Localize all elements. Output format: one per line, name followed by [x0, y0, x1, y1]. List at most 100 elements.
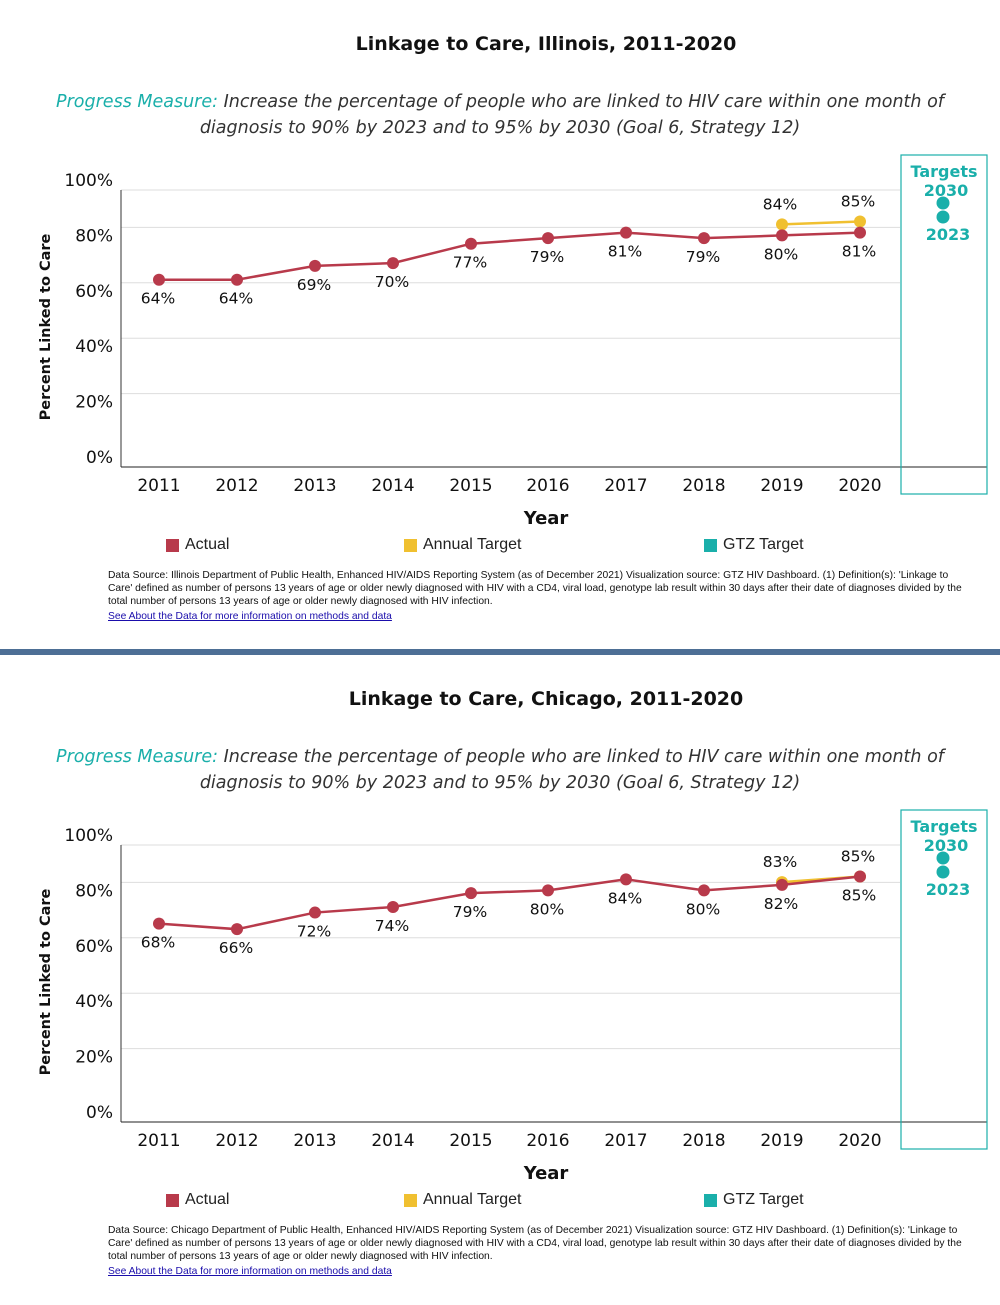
actual-data-label: 70%: [375, 273, 409, 291]
legend-label-gtz-target: GTZ Target: [723, 1191, 804, 1208]
target-label-2023: 2023: [926, 880, 971, 899]
linkage-chart-chicago: 0% 20% 40% 60% 80% 100% 2011 2012 2013 2014 2015 20…: [38, 809, 988, 1184]
actual-data-label: 82%: [764, 895, 798, 913]
target-label-2023: 2023: [926, 225, 971, 244]
target-label-2030: 2030: [924, 836, 969, 855]
actual-point: [854, 226, 866, 239]
actual-point: [387, 901, 399, 914]
legend-item-gtz-target: GTZ Target: [704, 536, 804, 554]
legend: Actual Annual Target GTZ Target: [0, 536, 1000, 558]
actual-point: [698, 232, 710, 245]
about-data-link[interactable]: See About the Data for more information …: [108, 611, 392, 622]
actual-data-label: 80%: [764, 245, 798, 263]
x-tick-label: 2017: [604, 476, 647, 496]
y-tick-label: 0%: [86, 1103, 113, 1123]
about-data-link[interactable]: See About the Data for more information …: [108, 1266, 392, 1277]
y-tick-label: 80%: [75, 881, 113, 901]
progress-measure-text: Increase the percentage of people who ar…: [199, 747, 944, 793]
legend-label-annual-target: Annual Target: [423, 1191, 522, 1208]
target-marker-2030: [936, 196, 950, 210]
y-axis-title: Percent Linked to Care: [38, 888, 54, 1075]
illinois-panel: Linkage to Care, Illinois, 2011-2020 Pro…: [0, 0, 1000, 650]
actual-line: [158, 875, 861, 931]
y-tick-label: 0%: [86, 448, 113, 468]
legend-swatch-annual-target: [404, 538, 417, 552]
targets-box: [900, 154, 988, 495]
actual-data-label: 81%: [842, 243, 876, 261]
targets-header: Targets: [910, 817, 977, 836]
actual-point: [465, 237, 477, 250]
actual-data-label: 74%: [375, 917, 409, 935]
legend: Actual Annual Target GTZ Target: [0, 1191, 1000, 1213]
legend-item-annual-target: Annual Target: [404, 1191, 521, 1209]
target-marker-2030: [936, 851, 950, 865]
actual-point: [387, 257, 399, 270]
actual-data-label: 77%: [453, 254, 487, 272]
chart-title: Linkage to Care, Illinois, 2011-2020: [355, 33, 737, 55]
actual-point: [231, 923, 243, 936]
progress-measure-text: Increase the percentage of people who ar…: [199, 92, 944, 138]
y-tick-label: 60%: [75, 937, 113, 957]
x-axis-title: Year: [523, 508, 569, 529]
annual-target-data-label: 85%: [841, 848, 875, 866]
legend-swatch-actual: [166, 538, 179, 552]
actual-point: [542, 884, 554, 897]
y-tick-label: 60%: [75, 282, 113, 302]
actual-data-label: 68%: [141, 934, 175, 952]
actual-point: [309, 259, 321, 272]
actual-point: [854, 870, 866, 883]
target-marker-2023: [936, 210, 950, 224]
actual-line: [159, 231, 861, 281]
x-tick-label: 2013: [293, 1131, 336, 1151]
actual-data-label: 66%: [219, 939, 253, 957]
legend-swatch-annual-target: [404, 1193, 417, 1207]
x-tick-label: 2020: [838, 476, 881, 496]
x-tick-label: 2015: [449, 476, 492, 496]
legend-item-actual: Actual: [166, 1191, 229, 1209]
x-tick-label: 2013: [293, 476, 336, 496]
legend-label-actual: Actual: [185, 1191, 230, 1208]
x-tick-label: 2016: [526, 1131, 569, 1151]
x-tick-label: 2012: [215, 1131, 258, 1151]
legend-label-gtz-target: GTZ Target: [723, 536, 804, 553]
annual-target-data-label: 85%: [841, 193, 875, 211]
actual-point: [620, 873, 632, 886]
actual-data-label: 84%: [608, 889, 642, 907]
x-axis-title: Year: [523, 1163, 569, 1184]
actual-point: [309, 906, 321, 919]
actual-point: [776, 229, 788, 242]
x-tick-label: 2016: [526, 476, 569, 496]
target-marker-2023: [936, 865, 950, 879]
x-tick-label: 2018: [682, 1131, 725, 1151]
legend-label-actual: Actual: [185, 536, 230, 553]
legend-label-annual-target: Annual Target: [423, 536, 522, 553]
target-label-2030: 2030: [924, 181, 969, 200]
x-tick-label: 2014: [371, 1131, 414, 1151]
progress-measure-label: Progress Measure:: [56, 747, 219, 767]
y-tick-label: 80%: [75, 226, 113, 246]
actual-point: [153, 273, 165, 286]
y-tick-label: 40%: [75, 337, 113, 357]
actual-data-label: 81%: [608, 243, 642, 261]
actual-data-label: 79%: [530, 248, 564, 266]
x-tick-label: 2019: [760, 476, 803, 496]
progress-measure: Progress Measure: Increase the percentag…: [30, 89, 970, 141]
annual-target-line: [781, 220, 861, 226]
actual-data-label: 80%: [530, 900, 564, 918]
actual-data-label: 79%: [453, 903, 487, 921]
annual-target-point: [854, 215, 866, 228]
legend-swatch-gtz-target: [704, 1193, 717, 1207]
y-tick-label: 20%: [75, 1048, 113, 1068]
legend-item-gtz-target: GTZ Target: [704, 1191, 804, 1209]
linkage-chart-illinois: 0% 20% 40% 60% 80% 100% 2011 2012 2013 2014 2015 20…: [38, 154, 988, 529]
data-source-note: Data Source: Chicago Department of Publi…: [108, 1225, 962, 1262]
x-tick-label: 2011: [137, 1131, 180, 1151]
x-tick-label: 2012: [215, 476, 258, 496]
annual-target-data-label: 83%: [763, 853, 797, 871]
annual-target-point: [776, 218, 788, 231]
x-tick-label: 2015: [449, 1131, 492, 1151]
y-tick-label: 100%: [64, 171, 113, 191]
legend-item-actual: Actual: [166, 536, 229, 554]
chicago-panel: Linkage to Care, Chicago, 2011-2020 Prog…: [0, 655, 1000, 1305]
actual-data-label: 69%: [297, 276, 331, 294]
